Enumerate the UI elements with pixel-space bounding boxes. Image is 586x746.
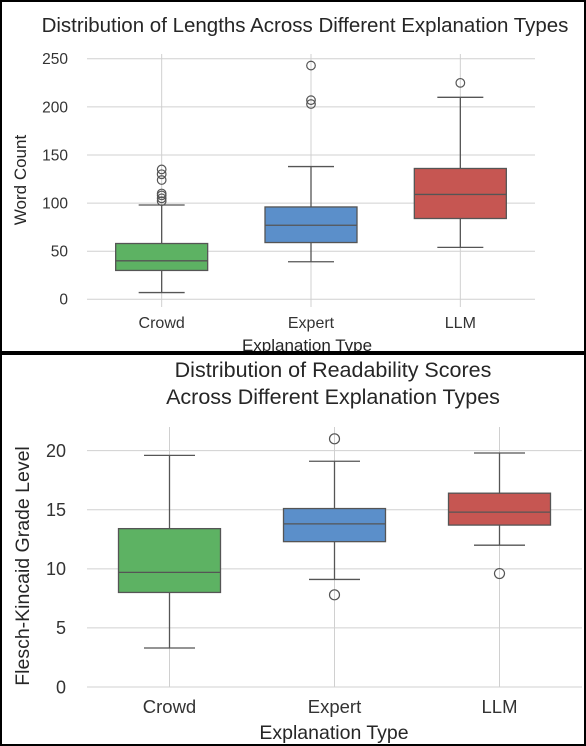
outlier-point [306, 99, 316, 109]
chart-title-line-2: Across Different Explanation Types [166, 385, 500, 409]
outlier-point [306, 60, 316, 71]
outlier-point [156, 175, 167, 185]
x-tick-label: Expert [308, 696, 361, 717]
outlier-point [455, 77, 466, 88]
outlier-point [306, 95, 316, 106]
length-boxplot: Distribution of Lengths Across Different… [11, 14, 569, 353]
y-axis-label: Flesch-Kincaid Grade Level [12, 446, 34, 686]
box-crowd [117, 527, 222, 594]
box-crowd [115, 242, 209, 272]
readability-boxplot: Distribution of Readability Scores Acros… [12, 358, 582, 744]
outlier-point [328, 589, 341, 601]
length-chart-panel: Distribution of Lengths Across Different… [0, 0, 586, 353]
box-expert [282, 507, 387, 543]
x-axis-label: Explanation Type [259, 722, 408, 744]
outlier-point [156, 196, 167, 207]
chart-title: Distribution of Lengths Across Different… [42, 14, 569, 37]
y-tick-label: 0 [56, 677, 66, 697]
x-tick-label: LLM [482, 696, 518, 717]
x-tick-label: LLM [445, 315, 476, 332]
y-tick-label: 250 [42, 51, 68, 68]
y-tick-label: 15 [46, 500, 66, 520]
y-tick-label: 0 [59, 292, 68, 309]
outlier-point [493, 567, 506, 580]
outlier-point [156, 193, 167, 204]
readability-chart-panel: Distribution of Readability Scores Acros… [0, 353, 586, 746]
y-tick-label: 10 [46, 559, 66, 579]
y-tick-label: 50 [51, 244, 69, 261]
outlier-point [156, 169, 167, 180]
outlier-point [156, 188, 167, 199]
x-tick-label: Crowd [139, 315, 185, 332]
outlier-point [328, 433, 341, 445]
box-llm [413, 167, 507, 220]
x-tick-label: Crowd [143, 696, 196, 717]
y-tick-label: 20 [46, 441, 66, 461]
box-llm [447, 492, 552, 526]
outlier-point [156, 164, 167, 175]
x-axis-label: Explanation Type [242, 336, 372, 353]
y-axis-label: Word Count [11, 135, 30, 226]
chart-title-line-1: Distribution of Readability Scores [175, 358, 492, 382]
y-tick-label: 5 [56, 618, 66, 638]
y-tick-label: 200 [42, 99, 68, 116]
y-tick-label: 100 [42, 196, 68, 213]
x-tick-label: Expert [288, 315, 335, 332]
y-tick-label: 150 [42, 147, 68, 164]
